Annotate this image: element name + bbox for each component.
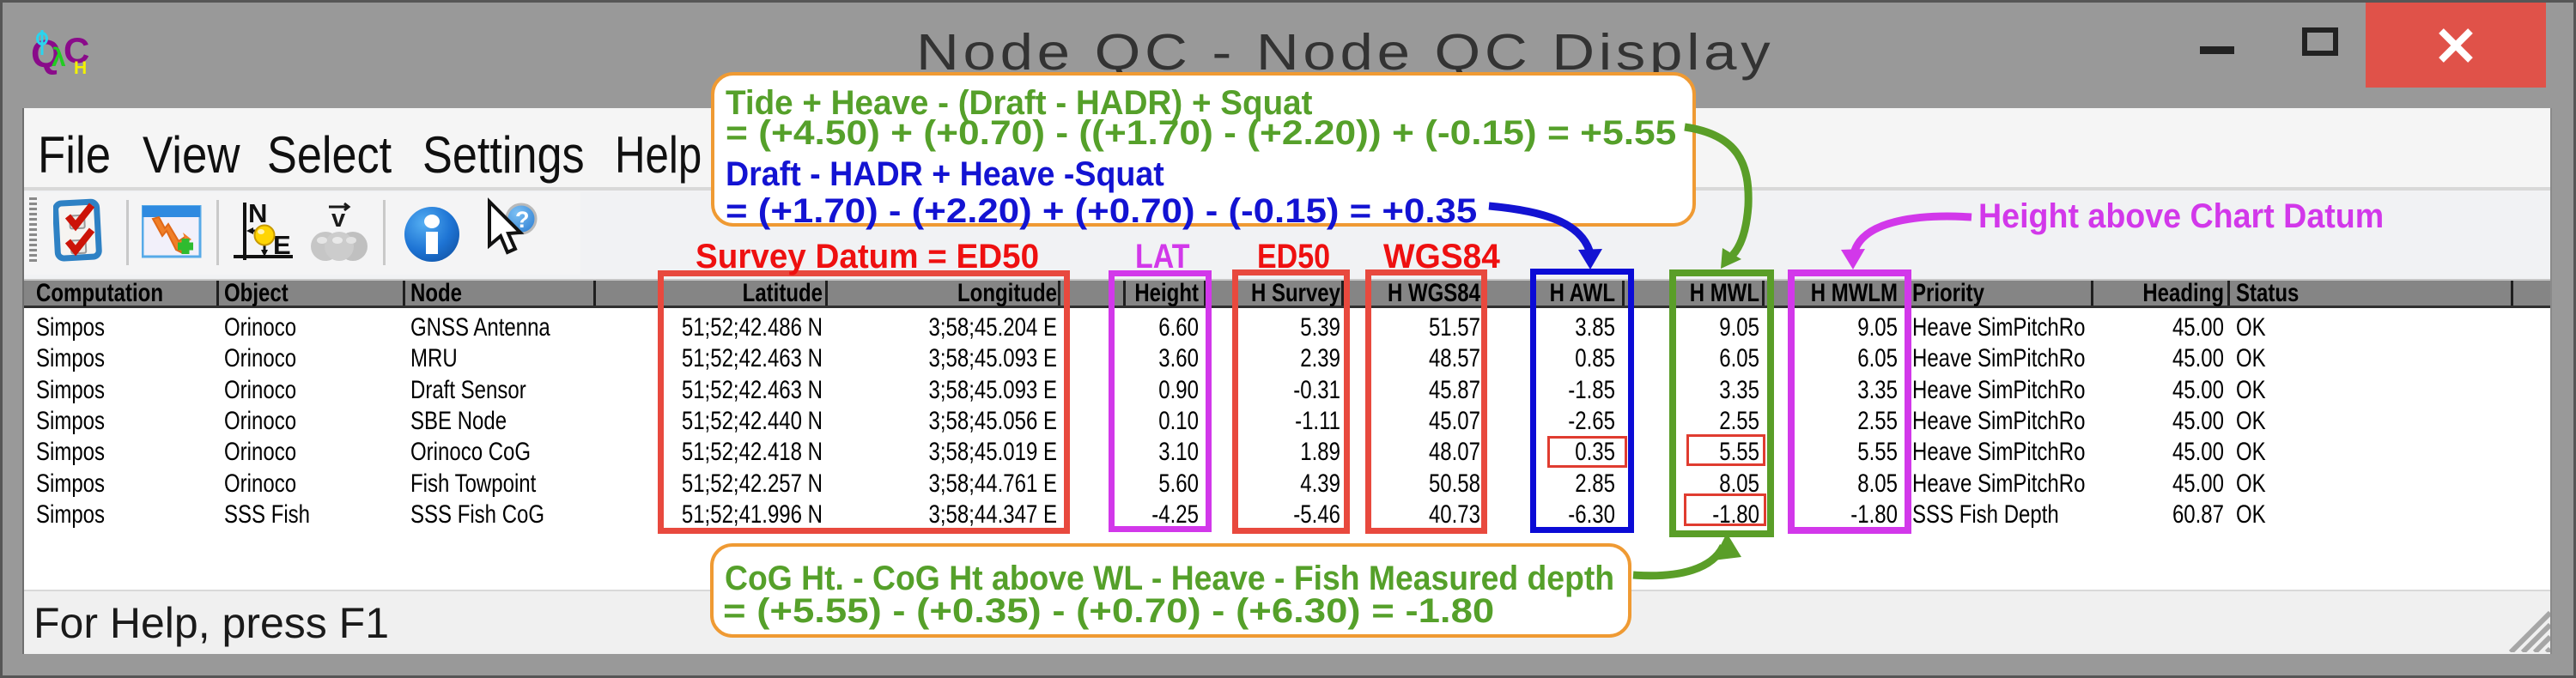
svg-text:?: ? [515,207,530,233]
svg-text:N: N [248,199,267,228]
svg-text:E: E [273,230,291,260]
svg-text:C: C [64,30,89,70]
svg-text:H: H [74,58,87,78]
svg-text:v: v [331,205,345,233]
svg-text:λ: λ [52,44,66,72]
